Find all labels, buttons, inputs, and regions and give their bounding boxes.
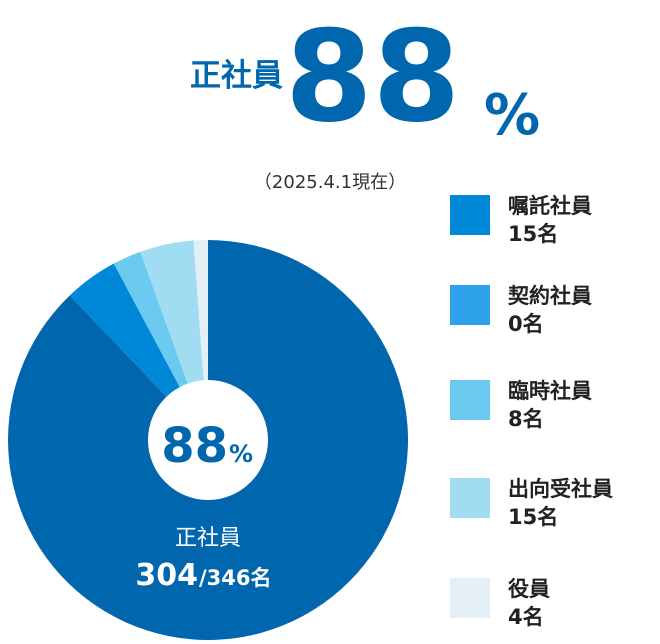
legend-label: 出向受社員 <box>508 477 613 501</box>
legend-label: 臨時社員 <box>508 379 592 403</box>
legend-label: 役員 <box>508 577 550 601</box>
legend-value: 15名 <box>508 222 558 246</box>
legend-swatch <box>450 478 490 518</box>
center-unit: % <box>229 440 253 468</box>
legend-value: 8名 <box>508 407 544 431</box>
date-note: （2025.4.1現在） <box>254 172 406 193</box>
slice-total: /346名 <box>199 566 272 590</box>
slice-value: 304 <box>135 558 198 593</box>
legend-swatch <box>450 285 490 325</box>
center-hole <box>148 380 268 500</box>
legend-swatch <box>450 380 490 420</box>
legend-value: 15名 <box>508 505 558 529</box>
slice-name: 正社員 <box>175 526 241 551</box>
legend-swatch <box>450 578 490 618</box>
legend-label: 嘱託社員 <box>508 194 592 218</box>
headline-label: 正社員 <box>190 58 283 94</box>
legend-value: 4名 <box>508 605 544 629</box>
headline-value: 88 <box>285 3 460 150</box>
headline-unit: % <box>484 83 540 148</box>
center-value: 88 <box>161 418 228 474</box>
legend-label: 契約社員 <box>507 284 592 308</box>
legend-swatch <box>450 195 490 235</box>
legend-value: 0名 <box>508 312 544 336</box>
